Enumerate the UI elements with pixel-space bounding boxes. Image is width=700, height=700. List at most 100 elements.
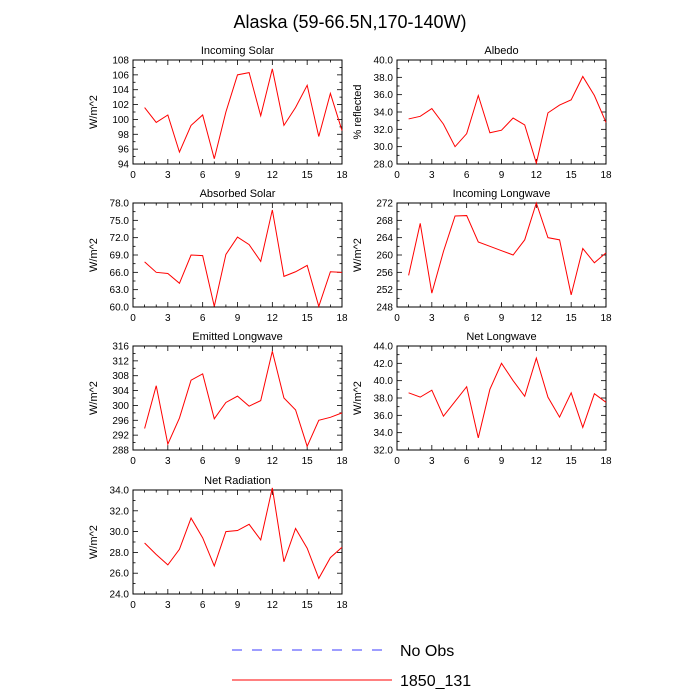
y-tick-label: 32.0 xyxy=(374,125,394,136)
x-tick-label: 18 xyxy=(600,170,612,181)
y-axis-label: % reflected xyxy=(352,84,364,139)
x-tick-label: 12 xyxy=(267,313,279,324)
y-axis-label: W/m^2 xyxy=(88,95,100,129)
x-tick-label: 15 xyxy=(302,170,314,181)
y-tick-label: 32.0 xyxy=(110,506,130,517)
y-tick-label: 69.0 xyxy=(110,251,130,262)
plot-frame xyxy=(132,345,343,451)
x-tick-label: 3 xyxy=(165,313,171,324)
x-tick-label: 15 xyxy=(302,456,314,467)
x-tick-label: 12 xyxy=(531,456,543,467)
x-tick-label: 9 xyxy=(235,456,241,467)
series-line-1850-131 xyxy=(144,351,343,448)
series-line-1850-131 xyxy=(144,209,343,309)
x-tick-label: 9 xyxy=(499,456,505,467)
panel-title: Albedo xyxy=(484,45,518,57)
x-tick-label: 0 xyxy=(130,456,136,467)
y-axis-label: W/m^2 xyxy=(352,381,364,415)
y-tick-label: 26.0 xyxy=(110,569,130,580)
panel-title: Incoming Longwave xyxy=(453,188,551,200)
x-tick-label: 12 xyxy=(267,600,279,611)
panel-net-radiation: Net Radiation W/m^2 0 3 6 9 12 15 18 24.0 26.0 28.0… xyxy=(88,475,348,611)
x-tick-label: 15 xyxy=(566,456,578,467)
y-tick-label: 28.0 xyxy=(374,160,394,171)
x-tick-label: 9 xyxy=(499,170,505,181)
x-tick-label: 3 xyxy=(429,456,435,467)
x-tick-label: 15 xyxy=(302,313,314,324)
y-axis-label: W/m^2 xyxy=(88,238,100,272)
panel-incoming-solar: Incoming Solar W/m^2 0 3 6 9 12 15 18 94 96 98 100 10… xyxy=(88,45,348,181)
x-tick-label: 0 xyxy=(130,170,136,181)
x-tick-label: 18 xyxy=(600,456,612,467)
y-tick-label: 36.0 xyxy=(374,90,394,101)
y-axis-label: W/m^2 xyxy=(88,381,100,415)
panel-title: Net Longwave xyxy=(466,331,536,343)
plot-frame xyxy=(132,489,343,595)
plot-frame xyxy=(396,202,607,308)
y-tick-label: 42.0 xyxy=(374,359,394,370)
x-tick-label: 6 xyxy=(200,313,206,324)
panel-emitted-longwave: Emitted Longwave W/m^2 0 3 6 9 12 15 18 288 292 296… xyxy=(88,331,348,467)
y-tick-label: 34.0 xyxy=(374,428,394,439)
panel-title: Incoming Solar xyxy=(201,45,275,57)
x-tick-label: 3 xyxy=(429,170,435,181)
x-tick-label: 6 xyxy=(464,313,470,324)
y-tick-label: 63.0 xyxy=(110,285,130,296)
y-tick-label: 300 xyxy=(112,401,129,412)
y-tick-label: 24.0 xyxy=(110,590,130,601)
x-tick-label: 0 xyxy=(394,456,400,467)
y-tick-label: 248 xyxy=(376,303,393,314)
legend-label-1850-131: 1850_131 xyxy=(400,673,471,690)
panel-absorbed-solar: Absorbed Solar W/m^2 0 3 6 9 12 15 18 60.0 63.0 66.… xyxy=(88,188,348,324)
y-tick-label: 106 xyxy=(112,70,129,81)
y-tick-label: 256 xyxy=(376,268,393,279)
x-tick-label: 12 xyxy=(531,170,543,181)
y-tick-label: 308 xyxy=(112,371,129,382)
figure-title: Alaska (59-66.5N,170-140W) xyxy=(233,12,466,32)
y-tick-label: 316 xyxy=(112,342,129,353)
x-tick-label: 0 xyxy=(394,313,400,324)
y-tick-label: 66.0 xyxy=(110,268,130,279)
y-tick-label: 30.0 xyxy=(110,527,130,538)
y-tick-label: 264 xyxy=(376,233,393,244)
y-tick-label: 102 xyxy=(112,100,129,111)
plot-frame xyxy=(132,202,343,308)
x-tick-label: 18 xyxy=(336,456,348,467)
y-tick-label: 38.0 xyxy=(374,73,394,84)
y-tick-label: 296 xyxy=(112,416,129,427)
x-tick-label: 15 xyxy=(302,600,314,611)
x-tick-label: 12 xyxy=(267,170,279,181)
plot-frame xyxy=(396,59,607,165)
y-tick-label: 98 xyxy=(118,130,130,141)
x-tick-label: 6 xyxy=(464,170,470,181)
series-line-1850-131 xyxy=(144,68,343,159)
x-tick-label: 9 xyxy=(235,170,241,181)
x-tick-label: 9 xyxy=(235,313,241,324)
panel-title: Net Radiation xyxy=(204,475,271,487)
y-tick-label: 260 xyxy=(376,251,393,262)
panel-title: Emitted Longwave xyxy=(192,331,283,343)
x-tick-label: 6 xyxy=(200,456,206,467)
y-tick-label: 28.0 xyxy=(110,548,130,559)
x-tick-label: 9 xyxy=(235,600,241,611)
y-tick-label: 268 xyxy=(376,216,393,227)
panel-incoming-longwave: Incoming Longwave W/m^2 0 3 6 9 12 15 18 248 252 25… xyxy=(352,188,612,324)
legend: No Obs 1850_131 xyxy=(232,643,471,690)
y-tick-label: 34.0 xyxy=(374,108,394,119)
y-tick-label: 100 xyxy=(112,115,129,126)
x-tick-label: 15 xyxy=(566,170,578,181)
y-tick-label: 60.0 xyxy=(110,303,130,314)
y-axis-label: W/m^2 xyxy=(88,525,100,559)
x-tick-label: 3 xyxy=(165,600,171,611)
y-tick-label: 288 xyxy=(112,446,129,457)
x-tick-label: 3 xyxy=(165,170,171,181)
series-line-1850-131 xyxy=(408,75,607,166)
x-tick-label: 15 xyxy=(566,313,578,324)
panel-title: Absorbed Solar xyxy=(200,188,276,200)
y-tick-label: 94 xyxy=(118,160,130,171)
panel-net-longwave: Net Longwave W/m^2 0 3 6 9 12 15 18 32.0 34.0 36.0 3… xyxy=(352,331,612,467)
legend-label-no-obs: No Obs xyxy=(400,643,454,660)
y-tick-label: 40.0 xyxy=(374,376,394,387)
